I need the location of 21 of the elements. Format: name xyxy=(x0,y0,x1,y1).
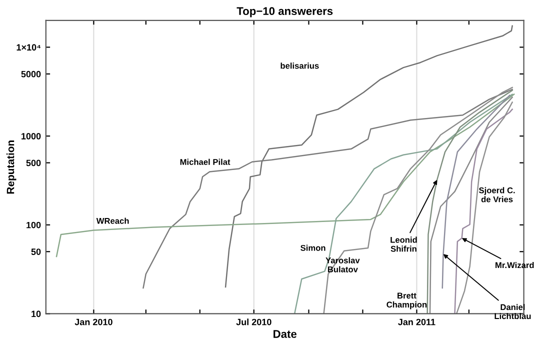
y-tick-label: 5000 xyxy=(21,70,41,78)
annotation: Leonid Shifrin xyxy=(390,236,417,252)
annotation: Sjoerd C. de Vries xyxy=(478,187,515,202)
annotation: WReach xyxy=(96,218,129,224)
annotation: Michael Pilat xyxy=(180,158,230,165)
x-tick-label: Jul 2010 xyxy=(236,318,272,326)
y-tick-label: 10 xyxy=(32,310,41,318)
chart-title: Top−10 answerers xyxy=(236,7,333,18)
y-tick-label: 500 xyxy=(26,160,41,166)
y-axis-title: Reputation xyxy=(6,140,16,194)
annotation: Brett Champion xyxy=(386,292,427,310)
y-tick-label: 1000 xyxy=(22,133,41,140)
y-tick-label: 100 xyxy=(26,222,41,228)
annotation: belisarius xyxy=(280,62,319,69)
y-tick-label: 1×10⁴ xyxy=(16,44,41,51)
y-tick-label: 50 xyxy=(31,248,41,255)
x-axis-title: Date xyxy=(274,330,297,338)
annotation: Yaroslav Bulatov xyxy=(326,257,360,272)
annotation: Simon xyxy=(300,244,326,251)
x-tick-label: Jan 2010 xyxy=(74,318,112,326)
x-tick-label: Jan 2011 xyxy=(398,318,436,326)
